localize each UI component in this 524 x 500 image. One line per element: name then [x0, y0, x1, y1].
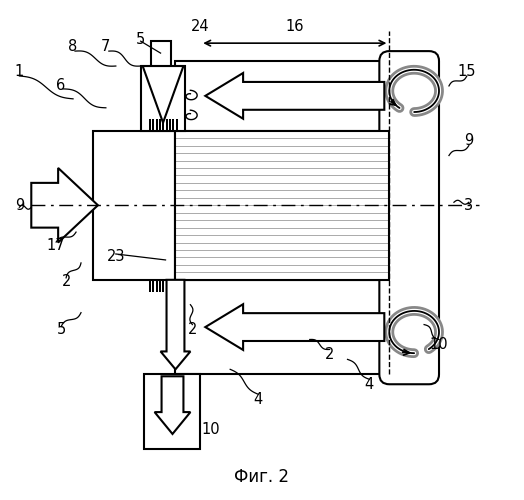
Text: 2: 2 [188, 322, 197, 337]
Bar [166, 280, 168, 292]
Bar [149, 118, 151, 130]
Polygon shape [205, 304, 384, 350]
Bar [176, 61, 389, 130]
Bar [176, 118, 178, 130]
Text: 10: 10 [201, 422, 220, 436]
Text: 17: 17 [47, 238, 66, 252]
FancyBboxPatch shape [379, 51, 439, 384]
Text: 15: 15 [457, 64, 476, 78]
Polygon shape [155, 376, 190, 434]
Bar [169, 280, 171, 292]
Text: 10: 10 [430, 337, 449, 352]
Polygon shape [31, 168, 98, 242]
Text: 23: 23 [106, 250, 125, 264]
Text: 9: 9 [464, 133, 474, 148]
Bar [93, 130, 176, 280]
Text: 4: 4 [365, 377, 374, 392]
Bar [149, 280, 151, 292]
Bar [176, 280, 178, 292]
Polygon shape [143, 66, 183, 122]
Text: 16: 16 [286, 18, 304, 34]
Bar [144, 374, 200, 449]
Bar [140, 66, 185, 130]
Bar [169, 118, 171, 130]
Text: 5: 5 [136, 32, 145, 46]
Bar [166, 118, 168, 130]
Bar [162, 118, 165, 130]
Text: 2: 2 [325, 347, 334, 362]
Bar [159, 118, 161, 130]
Bar [156, 280, 158, 292]
Text: 1: 1 [15, 64, 24, 78]
Text: 3: 3 [464, 198, 473, 213]
Text: 9: 9 [15, 198, 24, 213]
Text: 6: 6 [57, 78, 66, 94]
Polygon shape [205, 73, 384, 118]
Bar [150, 41, 170, 66]
Text: 7: 7 [101, 38, 111, 54]
Text: 24: 24 [191, 18, 210, 34]
Bar [176, 130, 389, 280]
Bar [156, 118, 158, 130]
Text: 4: 4 [254, 392, 263, 406]
Bar [176, 130, 389, 280]
Bar [176, 280, 389, 374]
Bar [152, 118, 155, 130]
Text: Фиг. 2: Фиг. 2 [235, 468, 289, 485]
Text: 5: 5 [57, 322, 66, 337]
Text: 8: 8 [69, 38, 78, 54]
Bar [152, 280, 155, 292]
Polygon shape [160, 280, 190, 370]
Bar [162, 280, 165, 292]
Bar [172, 118, 174, 130]
Bar [159, 280, 161, 292]
Text: 2: 2 [61, 274, 71, 289]
Bar [172, 280, 174, 292]
